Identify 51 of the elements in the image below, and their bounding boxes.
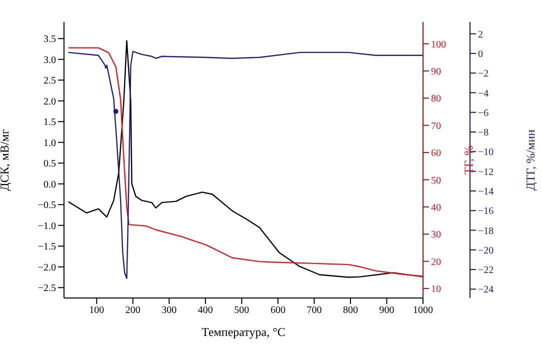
y3-tick-label: 2 (478, 29, 483, 40)
x-tick-label: 800 (342, 305, 358, 316)
y3-tick-label: −6 (478, 108, 489, 119)
y2-tick-label: 40 (431, 202, 441, 214)
y2-tick-label: 50 (431, 175, 441, 186)
y3-axis-title: ДТГ, %/мин (523, 128, 538, 190)
y-tick-label: 2.0 (44, 96, 56, 108)
y-tick-label: 1.0 (44, 138, 56, 149)
y3-tick-label: −16 (478, 206, 494, 218)
x-tick-label: 400 (198, 305, 213, 316)
y-tick-label: 3.0 (44, 54, 56, 66)
y3-tick-label: −4 (478, 88, 489, 100)
x-tick-label: 500 (234, 305, 250, 316)
y2-tick-label: 90 (431, 66, 441, 78)
y2-tick-label: 100 (431, 39, 446, 50)
x-tick-label: 600 (270, 305, 286, 316)
x-tick-label: 1000 (413, 305, 433, 316)
y2-tick-label: 80 (431, 94, 441, 105)
y3-tick-label: −20 (478, 245, 494, 256)
y-tick-label: 0.0 (44, 179, 56, 190)
y2-axis-title: ТГ, % (461, 146, 476, 174)
y3-tick-label: −24 (478, 284, 494, 296)
y-tick-label: −1.0 (38, 220, 56, 232)
y2-tick-label: 70 (431, 120, 441, 132)
y-tick-label: −2.0 (38, 262, 56, 274)
y-tick-label: −2.5 (38, 283, 56, 294)
y-axis-title: ДСК, мВ/мг (0, 129, 12, 191)
y-tick-label: −1.5 (38, 242, 56, 253)
x-tick-label: 700 (306, 305, 322, 316)
y3-tick-label: 0 (478, 48, 483, 60)
y-tick-label: 3.5 (44, 34, 56, 46)
x-tick-label: 900 (379, 305, 394, 316)
y3-tick-label: −10 (478, 147, 494, 158)
y3-tick-label: −22 (478, 265, 494, 276)
y-tick-label: 2.5 (44, 76, 56, 87)
y2-tick-label: 20 (431, 256, 441, 268)
y3-tick-label: −8 (478, 128, 489, 139)
y-tick-label: −0.5 (38, 200, 56, 212)
y-tick-label: 1.5 (44, 117, 56, 128)
x-tick-label: 300 (162, 305, 177, 316)
x-axis-title: Температура, °C (202, 325, 286, 339)
y3-tick-label: −2 (478, 68, 489, 80)
x-tick-label: 100 (89, 305, 104, 316)
y3-tick-label: −18 (478, 226, 494, 237)
y2-tick-label: 10 (431, 284, 441, 296)
y-tick-label: 0.5 (44, 158, 56, 170)
y2-tick-label: 30 (431, 230, 441, 241)
y3-tick-label: −12 (478, 166, 494, 178)
x-tick-label: 200 (125, 305, 140, 316)
y3-tick-label: −14 (478, 186, 494, 198)
y2-tick-label: 60 (431, 148, 441, 160)
